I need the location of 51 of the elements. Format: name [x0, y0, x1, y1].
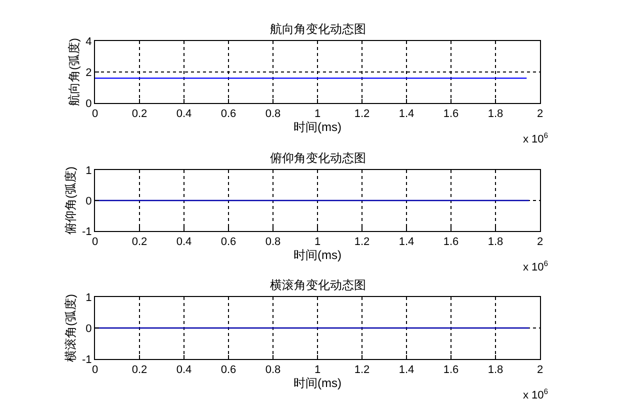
x-tick-label: 0.4 — [176, 108, 192, 120]
y-axis-title: 横滚角(弧度) — [63, 294, 78, 362]
y-tick-label: 1 — [86, 292, 92, 304]
y-tick-label: 0 — [86, 322, 92, 335]
x-tick-label: 1 — [314, 108, 321, 120]
y-tick-label: 4 — [86, 36, 92, 48]
y-axis-title: 俯仰角(弧度) — [63, 166, 78, 234]
x-tick-label: 0.6 — [220, 364, 236, 376]
text: x 10$^{6}$ — [523, 131, 548, 146]
y-tick-label: -1 — [82, 226, 92, 238]
x-tick-label: 2 — [536, 236, 544, 248]
chart-title: 航向角变化动态图 — [270, 22, 366, 36]
x-tick-label: 0.2 — [132, 236, 148, 248]
y-axis-title: 航向角(弧度) — [66, 38, 81, 106]
chart-title: 俯仰角变化动态图 — [270, 151, 366, 165]
x-tick-label: 1.2 — [354, 108, 370, 120]
x-tick-label: 0.8 — [265, 236, 281, 248]
x-tick-label: 2 — [536, 364, 544, 376]
x-tick-label: 0.8 — [265, 108, 281, 120]
x-tick-label: 0.4 — [176, 236, 192, 248]
text: x 10$^{6}$ — [523, 259, 548, 274]
x-tick-label: 1.4 — [398, 108, 414, 120]
x-axis-title: 时间(ms) — [294, 376, 342, 390]
x-tick-label: 1.6 — [443, 236, 459, 248]
x-tick-label: 1.8 — [488, 108, 504, 120]
x-tick-label: 1.6 — [443, 108, 459, 120]
y-tick-label: 2 — [86, 66, 92, 79]
x-axis-title: 时间(ms) — [294, 120, 342, 134]
x-tick-label: 0.4 — [176, 364, 192, 376]
y-tick-label: -1 — [82, 354, 92, 366]
x-tick-label: 1.4 — [398, 236, 414, 248]
x-tick-label: 0.6 — [220, 108, 236, 120]
x-tick-label: 0.2 — [132, 108, 148, 120]
x-axis-title: 时间(ms) — [294, 248, 342, 262]
x-tick-label: 1.8 — [488, 364, 504, 376]
x-tick-label: 1.2 — [354, 236, 370, 248]
y-tick-label: 0 — [86, 98, 92, 110]
x-tick-label: 1.8 — [488, 236, 504, 248]
text: x 10$^{6}$ — [523, 387, 548, 402]
x-tick-label: 1.4 — [398, 364, 414, 376]
x-tick-label: 1.6 — [443, 364, 459, 376]
chart-title: 横滚角变化动态图 — [270, 278, 366, 292]
x-tick-label: 0.8 — [265, 364, 281, 376]
y-tick-label: 1 — [86, 164, 92, 177]
x-tick-label: 2 — [536, 108, 544, 120]
x-tick-label: 0.6 — [220, 236, 236, 248]
x-tick-label: 1.2 — [354, 364, 370, 376]
y-tick-label: 0 — [86, 195, 92, 208]
x-tick-label: 0.2 — [132, 364, 148, 376]
x-tick-label: 1 — [314, 236, 321, 248]
x-tick-label: 1 — [314, 364, 321, 376]
